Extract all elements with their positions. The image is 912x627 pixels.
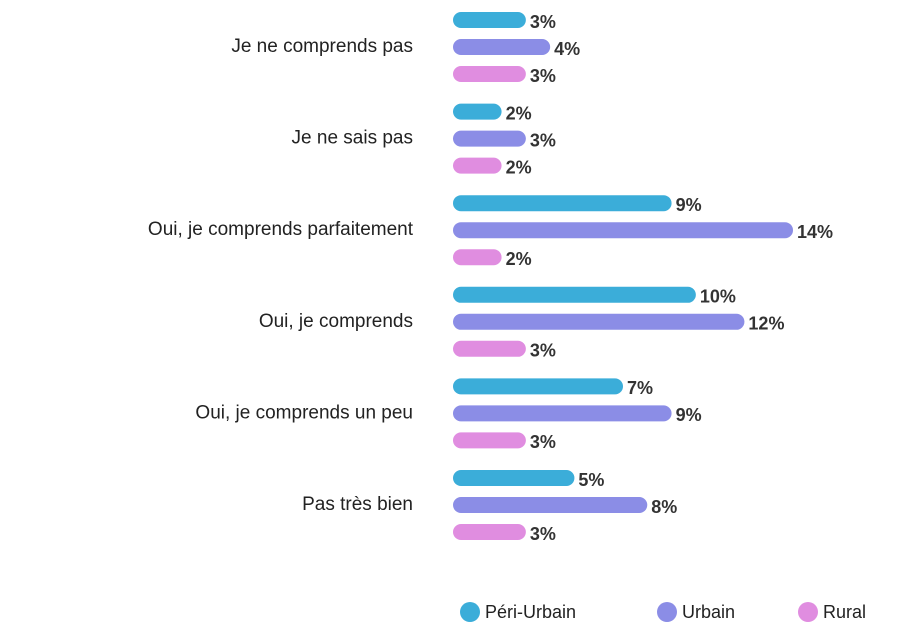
value-label: 2% xyxy=(506,249,532,269)
bar xyxy=(453,222,793,239)
value-label: 2% xyxy=(506,157,532,177)
bar xyxy=(453,66,526,82)
category-label: Je ne sais pas xyxy=(292,128,413,149)
value-label: 3% xyxy=(530,66,556,86)
legend-label: Péri-Urbain xyxy=(485,602,576,622)
bar xyxy=(453,313,745,330)
bar xyxy=(453,378,623,395)
value-label: 9% xyxy=(676,405,702,425)
bar xyxy=(453,470,575,486)
value-label: 3% xyxy=(530,524,556,544)
category-label: Oui, je comprends parfaitement xyxy=(148,219,414,240)
value-label: 3% xyxy=(530,12,556,32)
bar xyxy=(453,405,672,422)
value-label: 4% xyxy=(554,39,580,59)
value-label: 14% xyxy=(797,222,833,242)
legend-swatch xyxy=(798,602,818,622)
bar xyxy=(453,249,502,266)
value-label: 2% xyxy=(506,103,532,123)
value-label: 12% xyxy=(748,314,784,334)
value-label: 3% xyxy=(530,130,556,150)
value-label: 5% xyxy=(578,470,604,490)
legend-swatch xyxy=(657,602,677,622)
bar xyxy=(453,130,526,147)
category-label: Pas très bien xyxy=(302,494,413,515)
value-label: 7% xyxy=(627,378,653,398)
bar xyxy=(453,286,696,303)
legend-label: Urbain xyxy=(682,602,735,622)
value-label: 9% xyxy=(676,195,702,215)
category-label: Je ne comprends pas xyxy=(231,36,413,57)
bar xyxy=(453,524,526,540)
bar xyxy=(453,157,502,174)
value-label: 8% xyxy=(651,497,677,517)
legend-swatch xyxy=(460,602,480,622)
legend-label: Rural xyxy=(823,602,866,622)
value-label: 3% xyxy=(530,432,556,452)
bar xyxy=(453,39,551,55)
bar xyxy=(453,497,648,513)
category-label: Oui, je comprends un peu xyxy=(195,402,413,423)
value-label: 10% xyxy=(700,287,736,307)
bar xyxy=(453,432,526,449)
value-label: 3% xyxy=(530,341,556,361)
bar xyxy=(453,340,526,357)
bar xyxy=(453,195,672,212)
bar xyxy=(453,12,526,28)
bar xyxy=(453,103,502,120)
category-label: Oui, je comprends xyxy=(259,311,413,332)
